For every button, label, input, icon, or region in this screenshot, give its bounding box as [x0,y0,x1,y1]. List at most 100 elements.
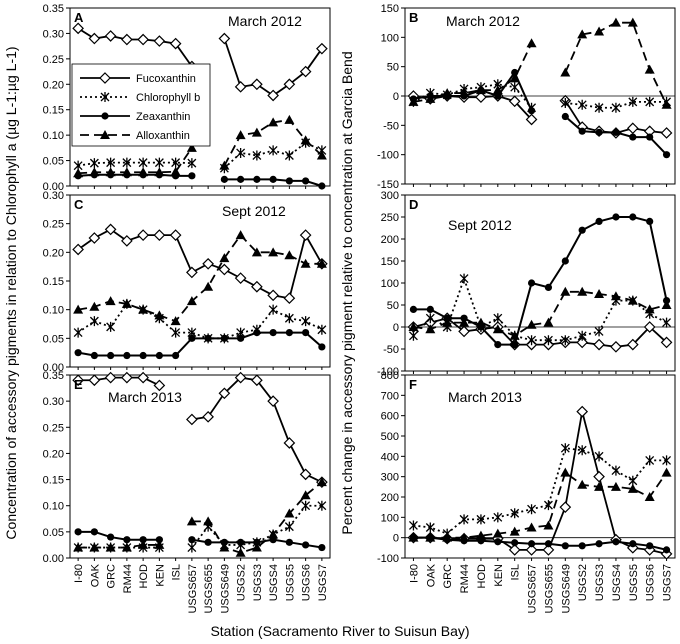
y-tick-label: 250 [381,212,399,224]
data-point [188,172,196,180]
data-point [494,92,502,100]
x-tick-label: USGS4 [268,564,280,601]
data-point [644,64,655,74]
data-point [74,349,82,357]
data-point [594,26,605,36]
data-point [527,335,537,346]
series-fuco [72,223,328,305]
series-line [413,411,667,555]
panel-letter: C [74,197,84,212]
data-point [269,329,277,337]
y-tick-label: 400 [381,451,399,463]
series-line [77,233,322,323]
data-point [188,536,196,544]
data-point [526,38,537,48]
data-point [187,158,197,169]
panel-letter: D [409,197,418,212]
data-point [72,22,84,35]
panel-c: 0.00 0.05 0.10 0.15 0.20 0.25 0.30 C Sept 2012 [43,190,331,374]
data-point [235,130,246,140]
data-point [268,304,278,315]
x-tick-label: RM44 [122,564,134,593]
series-line [77,331,323,357]
y-tick-label: 0.30 [43,190,64,202]
data-point [511,539,519,547]
x-tick-label: RM44 [459,564,471,593]
data-point [121,298,132,308]
data-point [204,334,212,342]
data-point [543,335,553,346]
data-point [137,229,149,241]
data-point [543,520,554,530]
series-zea [409,68,671,159]
y-tick-label: -100 [377,150,399,162]
data-point [660,336,673,349]
panel-f: -100 0 100 200 300 400 500 600 700 800 I-80 OAK GRC R… [377,370,676,614]
y-tick-label: 100 [381,512,399,524]
series-allo [408,467,672,542]
x-tick-label: USGS3 [594,564,606,601]
data-point [662,317,672,328]
y-tick-label: 0.30 [43,396,64,408]
data-point [629,213,637,221]
x-tick-label: I-80 [408,564,420,583]
data-point [578,127,586,135]
y-tick-label: 0.20 [43,247,64,259]
data-point [425,522,435,533]
series-fuco [72,371,328,489]
data-point [300,135,311,145]
data-point [283,78,296,91]
data-point [138,539,149,549]
data-point [220,334,228,342]
data-point [218,32,231,45]
data-point [560,98,570,109]
data-point [285,177,293,185]
data-point [560,443,570,454]
data-point [661,467,672,477]
plot-frame [404,374,676,559]
y-tick-label: 0.10 [43,501,64,513]
data-point [122,157,132,168]
data-point [559,501,572,514]
x-tick-label: USGS2 [577,564,589,601]
series-allo [73,477,327,557]
series-allo [73,230,327,326]
data-point [510,82,520,93]
panel-subtitle: March 2013 [448,389,522,405]
data-point [284,508,295,518]
data-point [121,167,132,177]
data-point [90,528,98,536]
data-point [493,512,503,523]
data-point [88,32,101,45]
data-point [235,230,246,240]
data-point [72,374,84,387]
panel-subtitle: March 2012 [228,13,302,29]
data-point [121,33,133,46]
series-line [413,83,533,109]
panel-a: 0.00 0.05 0.10 0.15 0.20 0.25 0.30 0.35 A March 2… [43,3,331,193]
data-point [510,508,520,519]
data-point [219,253,230,263]
data-point [105,296,116,306]
y-tick-label: -150 [377,179,399,191]
data-point [476,514,486,525]
data-point [301,500,311,511]
series-chlb [408,443,672,539]
y-tick-label: 150 [381,256,399,268]
data-point [593,338,605,351]
y-tick-label: 0.05 [43,333,64,345]
data-point [73,304,84,314]
y-tick-label: 600 [381,411,399,423]
y-tick-label: 100 [381,278,399,290]
data-point [284,521,294,532]
data-point [576,405,589,418]
data-point [560,286,571,296]
data-point [577,99,587,110]
data-point [629,133,637,141]
data-point [121,371,133,384]
data-point [626,122,639,135]
data-point [235,547,246,557]
data-point [154,157,164,168]
data-point [442,532,453,542]
